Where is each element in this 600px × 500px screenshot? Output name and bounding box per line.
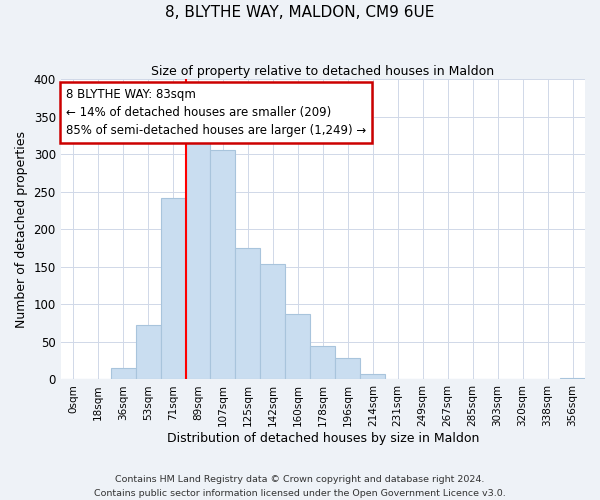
Title: Size of property relative to detached houses in Maldon: Size of property relative to detached ho… (151, 65, 494, 78)
Bar (136, 324, 161, 380)
Y-axis label: Number of detached properties: Number of detached properties (15, 131, 28, 328)
Text: Contains HM Land Registry data © Crown copyright and database right 2024.
Contai: Contains HM Land Registry data © Crown c… (94, 476, 506, 498)
Bar (235, 248, 260, 380)
Bar (185, 128, 211, 380)
Text: 8, BLYTHE WAY, MALDON, CM9 6UE: 8, BLYTHE WAY, MALDON, CM9 6UE (166, 5, 434, 20)
X-axis label: Distribution of detached houses by size in Maldon: Distribution of detached houses by size … (167, 432, 479, 445)
Bar (310, 346, 335, 380)
Bar (360, 374, 385, 380)
Bar (110, 368, 136, 380)
Bar (161, 198, 185, 380)
Text: 8 BLYTHE WAY: 83sqm
← 14% of detached houses are smaller (209)
85% of semi-detac: 8 BLYTHE WAY: 83sqm ← 14% of detached ho… (66, 88, 366, 137)
Bar (211, 150, 235, 380)
Bar (560, 378, 585, 380)
Bar (286, 314, 310, 380)
Bar (335, 358, 360, 380)
Bar (260, 264, 286, 380)
